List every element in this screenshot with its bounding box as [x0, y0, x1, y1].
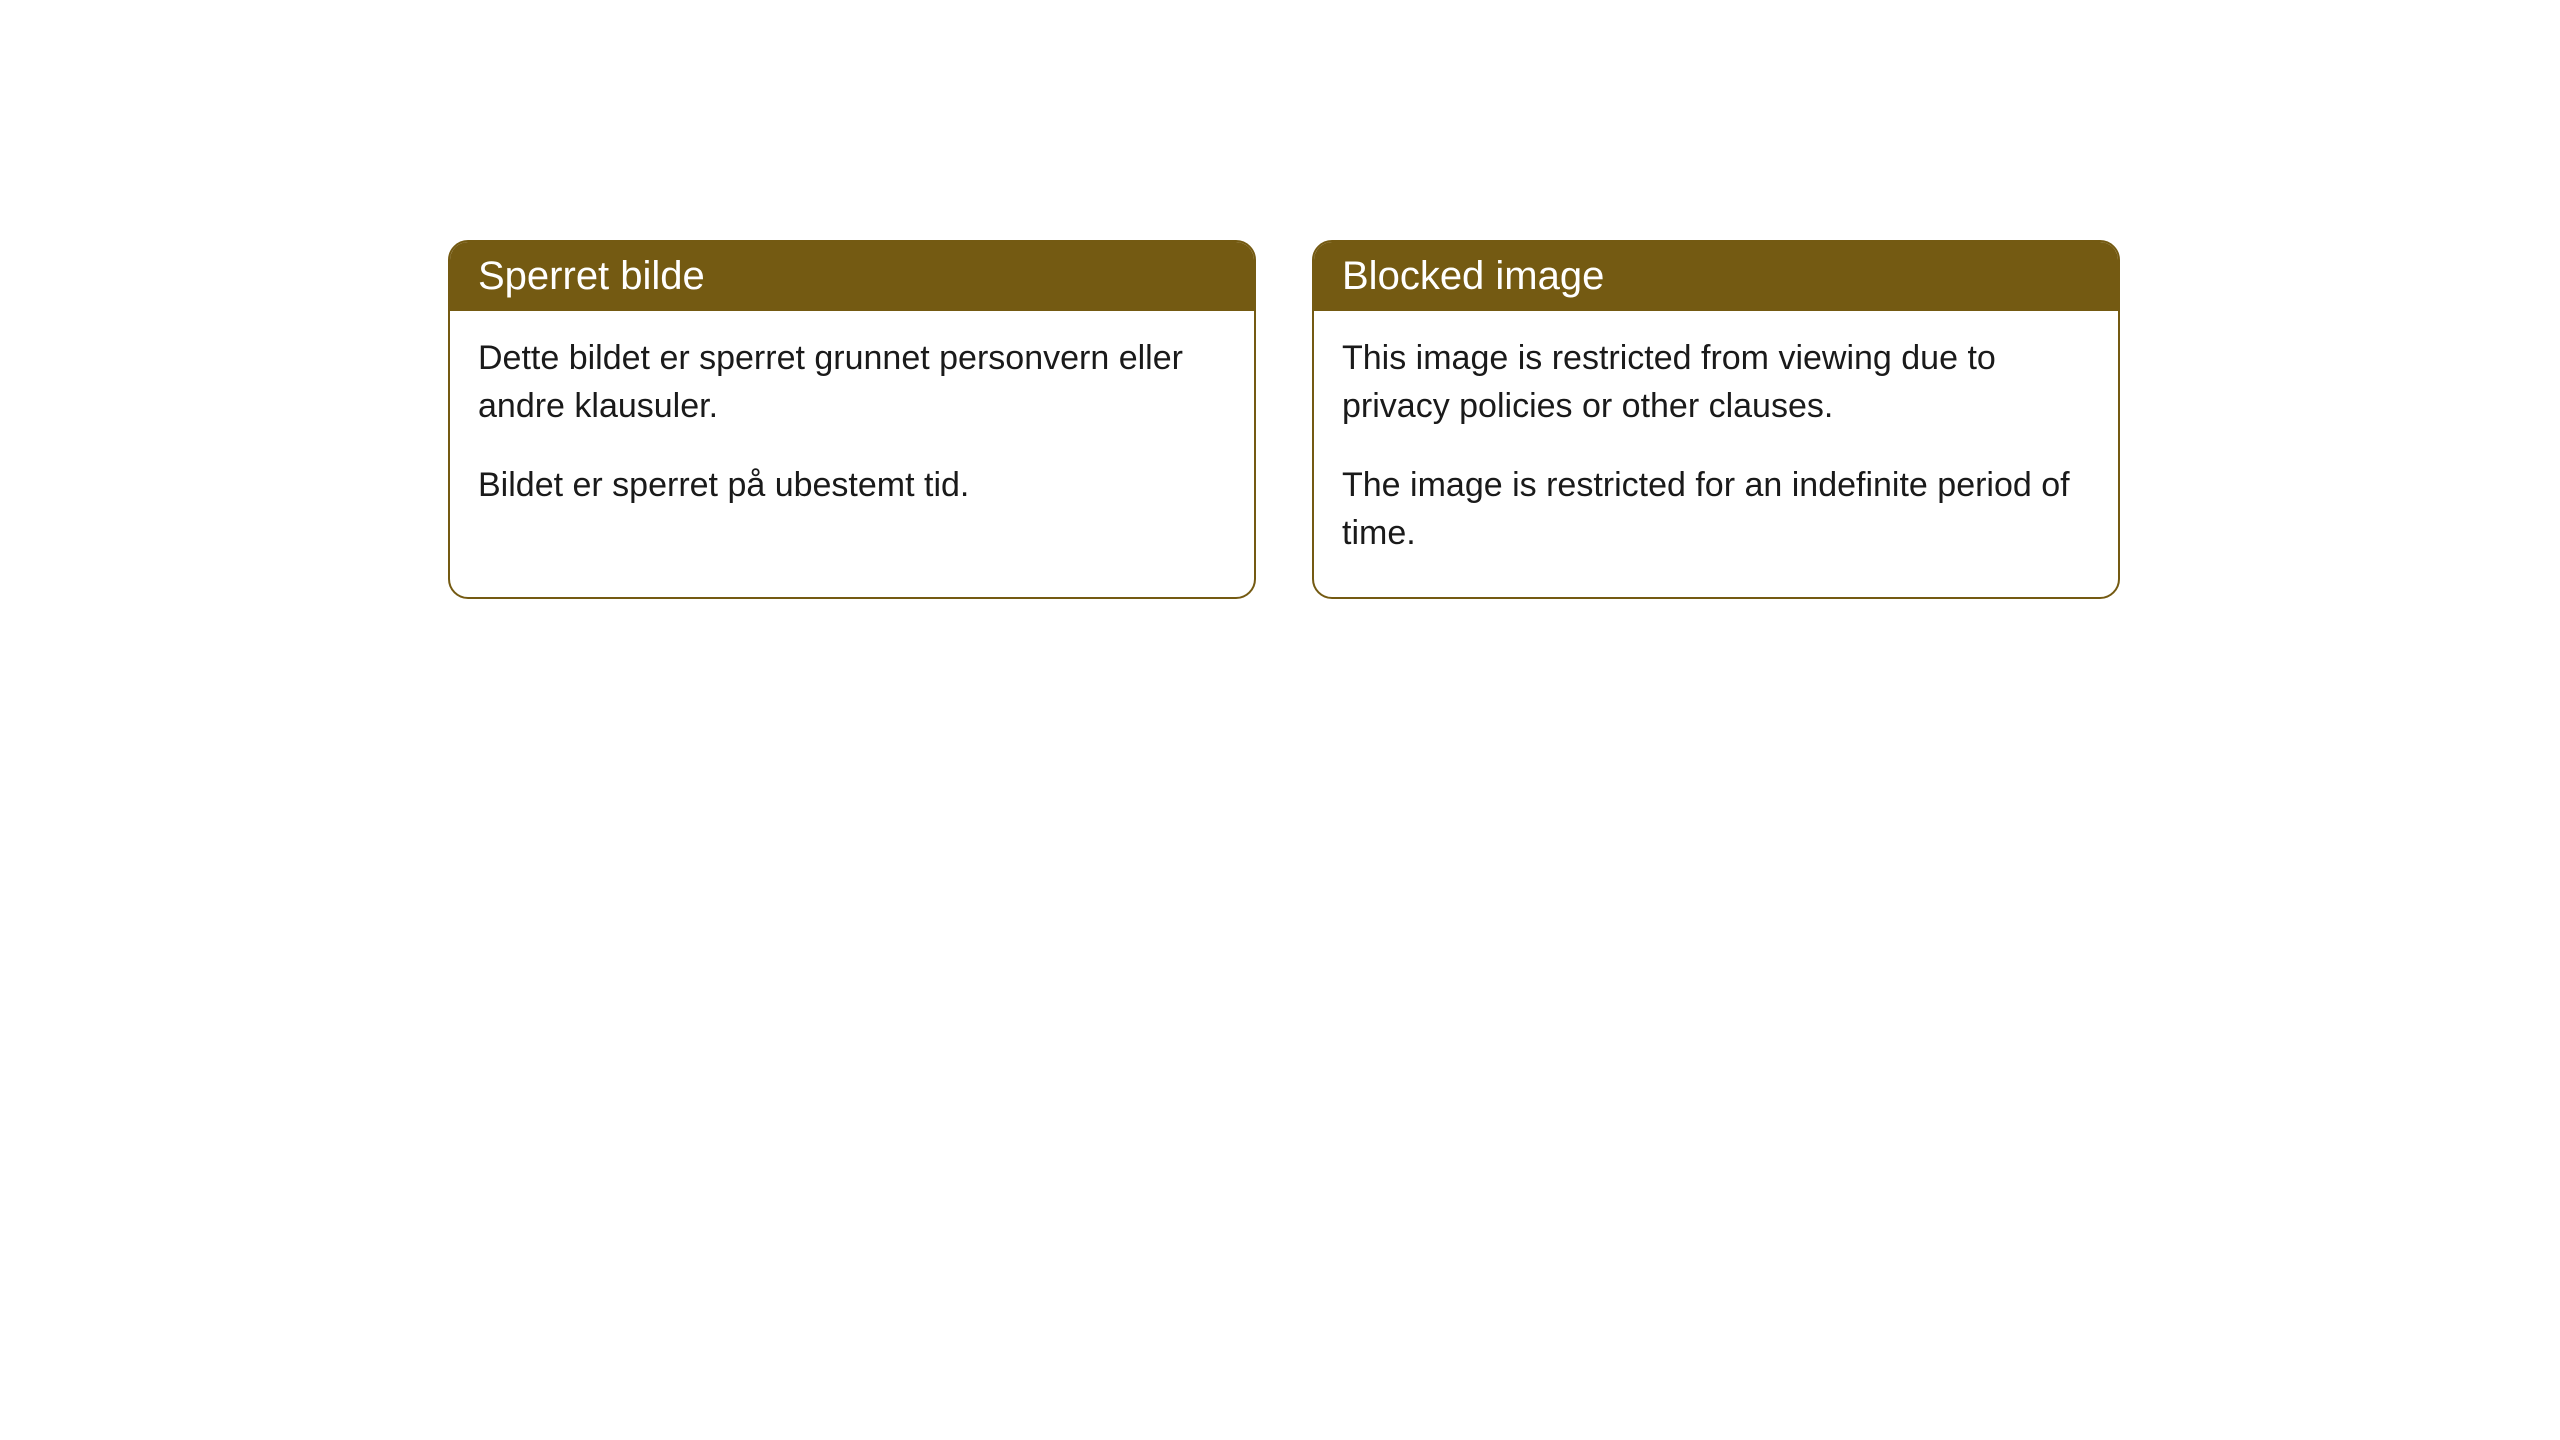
blocked-image-card-english: Blocked image This image is restricted f…	[1312, 240, 2120, 599]
card-text-english-2: The image is restricted for an indefinit…	[1342, 462, 2090, 557]
card-header-norwegian: Sperret bilde	[450, 242, 1254, 311]
card-text-norwegian-2: Bildet er sperret på ubestemt tid.	[478, 462, 1226, 510]
blocked-image-card-norwegian: Sperret bilde Dette bildet er sperret gr…	[448, 240, 1256, 599]
card-text-english-1: This image is restricted from viewing du…	[1342, 335, 2090, 430]
card-header-english: Blocked image	[1314, 242, 2118, 311]
notification-cards-container: Sperret bilde Dette bildet er sperret gr…	[0, 0, 2560, 599]
card-text-norwegian-1: Dette bildet er sperret grunnet personve…	[478, 335, 1226, 430]
card-body-english: This image is restricted from viewing du…	[1314, 311, 2118, 597]
card-body-norwegian: Dette bildet er sperret grunnet personve…	[450, 311, 1254, 550]
